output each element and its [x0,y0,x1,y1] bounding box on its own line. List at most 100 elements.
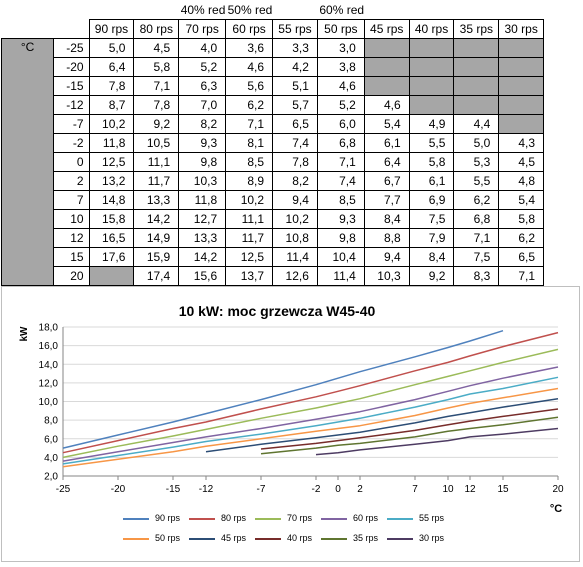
reduction-label: 60% red [317,1,365,20]
legend-item: 80 rps [189,512,246,524]
value-cell: 6,8 [453,209,500,229]
column-header: 90 rps [88,19,135,39]
header-corner-cell [53,19,90,39]
value-cell: 10,5 [133,133,180,153]
heating-capacity-chart: 10 kW: moc grzewcza W45-40 2,0 4,0 6,0 8,0 10… [1,286,580,562]
empty-cell [408,95,455,115]
legend-label: 50 rps [155,533,181,543]
annotation-empty-cell [133,1,179,20]
value-cell: 8,2 [272,171,318,191]
x-tick-label: -15 [166,484,181,495]
value-cell: 7,4 [316,171,365,191]
legend-swatch [189,517,215,520]
chart-title: 10 kW: moc grzewcza W45-40 [179,303,376,319]
empty-cell [408,76,455,96]
value-cell: 15,9 [133,247,180,267]
empty-cell [363,38,410,58]
x-tick-label: 20 [552,484,564,495]
value-cell: 11,4 [316,266,365,286]
table-annotation-row: 40% red 50% red 60% red [2,1,583,20]
value-cell: 4,6 [225,57,274,77]
value-cell: 8,4 [408,247,455,267]
value-cell: 10,3 [178,171,227,191]
value-cell: 10,2 [225,190,274,210]
row-label: 2 [53,171,90,191]
value-cell: 4,5 [498,152,545,172]
y-tick-label: 8,0 [44,416,58,427]
value-cell: 6,0 [316,114,365,134]
value-cell: 14,9 [133,228,180,248]
value-cell: 7,1 [498,266,545,286]
value-cell: 9,4 [363,247,410,267]
value-cell: 17,6 [88,247,135,267]
value-cell: 7,1 [225,114,274,134]
value-cell: 7,8 [272,152,318,172]
table-row: 2 13,2 11,7 10,3 8,9 8,2 7,4 6,7 6,1 5,5 4,8 [2,171,583,191]
empty-cell [453,76,500,96]
value-cell: 9,3 [178,133,227,153]
value-cell: 4,8 [498,171,545,191]
blank-cell [2,20,54,39]
value-cell: 7,7 [363,190,410,210]
empty-cell [498,95,545,115]
legend-swatch [321,517,347,520]
table-row: -15 7,8 7,1 6,3 5,6 5,1 4,6 [2,76,583,96]
value-cell: 5,3 [453,152,500,172]
value-cell: 7,5 [408,209,455,229]
legend-label: 90 rps [155,513,181,523]
value-cell: 5,0 [88,38,135,58]
value-cell: 4,6 [316,76,365,96]
annotation-empty-cell [498,1,544,20]
value-cell: 3,8 [316,57,365,77]
y-axis-label: kW [19,326,30,342]
reduction-label: 40% red [178,1,226,20]
value-cell: 8,5 [225,152,274,172]
row-label: -2 [53,133,90,153]
value-cell: 6,4 [88,57,135,77]
empty-cell [88,266,135,286]
value-cell: 7,9 [408,228,455,248]
x-tick-label: -20 [111,484,126,495]
value-cell: 3,3 [272,38,318,58]
value-cell: 5,4 [498,190,545,210]
column-header: 80 rps [133,19,180,39]
annotation-empty-cell [409,1,454,20]
x-tick-label: -25 [56,484,71,495]
row-label: 7 [53,190,90,210]
x-tick-label: 10 [442,484,454,495]
legend-swatch [387,517,413,520]
value-cell: 9,8 [316,228,365,248]
value-cell: 8,9 [225,171,274,191]
value-cell: 5,4 [363,114,410,134]
column-header: 55 rps [272,19,318,39]
empty-cell [498,114,545,134]
table-row: °C -25 5,0 4,5 4,0 3,6 3,3 3,0 [0,38,583,286]
row-label: -25 [53,38,90,58]
value-cell: 15,6 [178,266,227,286]
value-cell: 6,5 [272,114,318,134]
table-row: 15 17,6 15,9 14,2 12,5 11,4 10,4 9,4 8,4 7,5 6,5 [2,247,583,267]
row-label: 12 [53,228,90,248]
table-row: 0 12,5 11,1 9,8 8,5 7,8 7,1 6,4 5,8 5,3 4,5 [2,152,583,172]
column-header: 35 rps [453,19,500,39]
blank-cell [54,1,89,20]
series-line-80-rps [62,331,559,454]
blank-cell [2,1,54,20]
value-cell: 8,4 [363,209,410,229]
legend-swatch [255,537,281,540]
value-cell: 10,8 [272,228,318,248]
value-cell: 5,0 [453,133,500,153]
value-cell: 7,1 [133,76,180,96]
x-tick-label: -7 [257,484,266,495]
column-header: 30 rps [498,19,545,39]
value-cell: 6,1 [408,171,455,191]
table-row: -12 8,7 7,8 7,0 6,2 5,7 5,2 4,6 [2,95,583,115]
legend-swatch [255,517,281,520]
value-cell: 7,8 [88,76,135,96]
series-line-55-rps [62,376,559,465]
legend-item: 60 rps [321,512,378,524]
table-row: -7 10,2 9,2 8,2 7,1 6,5 6,0 5,4 4,9 4,4 [2,114,583,134]
value-cell: 4,4 [453,114,500,134]
legend-swatch [123,517,149,520]
column-header: 40 rps [408,19,455,39]
